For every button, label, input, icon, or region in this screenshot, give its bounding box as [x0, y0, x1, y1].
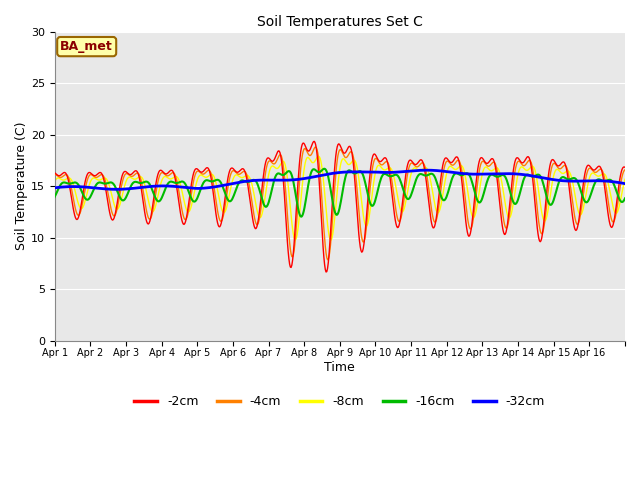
-16cm	[51, 194, 58, 200]
Line: -4cm: -4cm	[54, 147, 625, 260]
-32cm	[113, 186, 120, 192]
-4cm	[621, 167, 629, 173]
-2cm	[400, 185, 408, 191]
-32cm	[118, 186, 126, 192]
-8cm	[432, 207, 440, 213]
-32cm	[432, 168, 440, 173]
-4cm	[432, 218, 440, 224]
-16cm	[400, 190, 408, 195]
-32cm	[273, 178, 281, 183]
-4cm	[251, 216, 259, 221]
-8cm	[51, 179, 58, 185]
-16cm	[118, 197, 125, 203]
Line: -8cm: -8cm	[54, 156, 625, 240]
-16cm	[251, 177, 259, 183]
-2cm	[51, 170, 58, 176]
-2cm	[251, 225, 259, 230]
Title: Soil Temperatures Set C: Soil Temperatures Set C	[257, 15, 423, 29]
-32cm	[621, 181, 629, 187]
-16cm	[273, 172, 280, 178]
-2cm	[118, 175, 125, 181]
Line: -16cm: -16cm	[54, 169, 625, 216]
Y-axis label: Soil Temperature (C): Soil Temperature (C)	[15, 122, 28, 251]
-16cm	[223, 194, 230, 200]
-16cm	[321, 166, 328, 172]
-4cm	[400, 195, 408, 201]
-4cm	[324, 257, 332, 263]
Text: BA_met: BA_met	[60, 40, 113, 53]
Legend: -2cm, -4cm, -8cm, -16cm, -32cm: -2cm, -4cm, -8cm, -16cm, -32cm	[129, 390, 550, 413]
Line: -32cm: -32cm	[54, 170, 625, 189]
-32cm	[399, 169, 407, 175]
-4cm	[223, 194, 230, 200]
-32cm	[252, 178, 259, 183]
-4cm	[273, 159, 280, 165]
-8cm	[118, 195, 125, 201]
-8cm	[315, 153, 323, 159]
-2cm	[223, 185, 230, 191]
-4cm	[118, 182, 125, 188]
-16cm	[432, 178, 440, 183]
-2cm	[322, 269, 330, 275]
-32cm	[422, 168, 430, 173]
-4cm	[51, 172, 58, 178]
-8cm	[251, 195, 259, 201]
X-axis label: Time: Time	[324, 361, 355, 374]
-8cm	[326, 237, 334, 243]
-8cm	[621, 177, 629, 182]
Line: -2cm: -2cm	[54, 141, 625, 272]
-8cm	[223, 205, 230, 211]
-4cm	[312, 144, 319, 150]
-32cm	[51, 185, 58, 191]
-2cm	[432, 216, 440, 222]
-16cm	[298, 214, 305, 219]
-2cm	[273, 152, 280, 158]
-2cm	[621, 165, 629, 170]
-16cm	[621, 195, 629, 201]
-8cm	[273, 166, 280, 171]
-32cm	[223, 182, 231, 188]
-2cm	[310, 138, 318, 144]
-8cm	[400, 206, 408, 212]
